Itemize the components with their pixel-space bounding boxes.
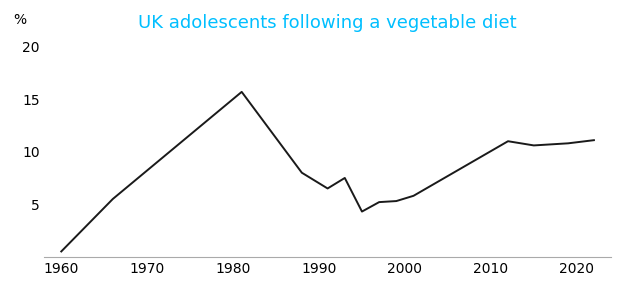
Title: UK adolescents following a vegetable diet: UK adolescents following a vegetable die…	[139, 14, 517, 32]
Text: %: %	[13, 13, 26, 27]
